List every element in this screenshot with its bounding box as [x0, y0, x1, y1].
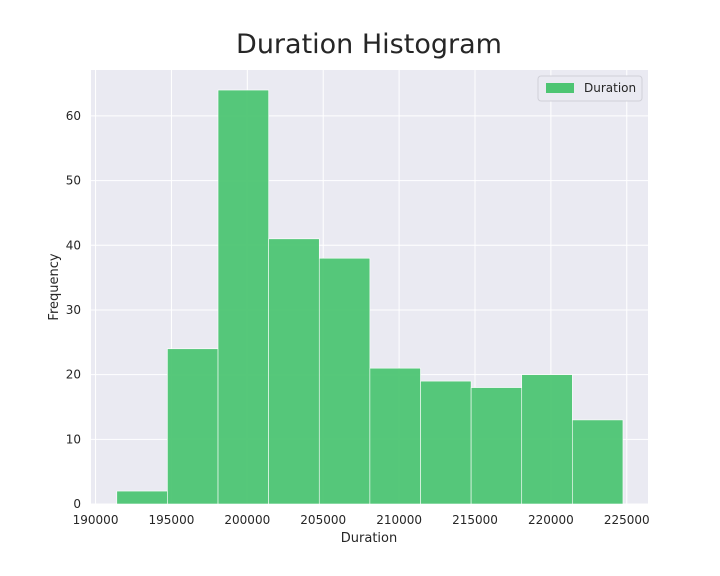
legend-label: Duration	[584, 81, 636, 95]
x-tick-label: 210000	[376, 513, 422, 527]
x-axis-label: Duration	[341, 531, 397, 546]
y-tick-label: 50	[66, 174, 81, 188]
y-tick-label: 40	[66, 238, 81, 252]
x-tick-label: 195000	[149, 513, 195, 527]
x-tick-label: 225000	[604, 513, 650, 527]
x-tick-label: 190000	[73, 513, 119, 527]
y-axis-label: Frequency	[47, 253, 62, 320]
bar	[572, 419, 624, 505]
x-tick-label: 200000	[224, 513, 270, 527]
chart-title: Duration Histogram	[236, 29, 502, 60]
bar	[116, 490, 168, 505]
legend-swatch	[546, 83, 574, 93]
x-tick-label: 215000	[452, 513, 498, 527]
bar	[521, 374, 573, 505]
bar	[268, 238, 320, 505]
y-tick-label: 20	[66, 368, 81, 382]
y-tick-label: 30	[66, 303, 81, 317]
bars	[116, 89, 624, 505]
y-tick-label: 0	[73, 497, 81, 511]
bar	[318, 257, 371, 505]
y-tick-label: 10	[66, 432, 81, 446]
x-tick-label: 205000	[300, 513, 346, 527]
bar	[217, 89, 269, 505]
bar	[167, 348, 219, 505]
bar	[369, 367, 421, 505]
bar	[420, 380, 472, 505]
y-tick-label: 60	[66, 109, 81, 123]
bar	[470, 387, 523, 505]
legend: Duration	[537, 75, 643, 102]
legend-box	[537, 75, 643, 102]
x-tick-label: 220000	[528, 513, 574, 527]
